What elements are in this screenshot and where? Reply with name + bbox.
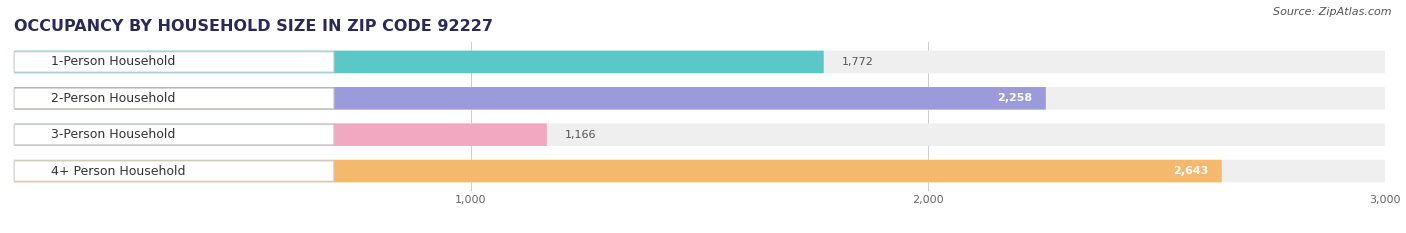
Text: 3-Person Household: 3-Person Household — [51, 128, 174, 141]
FancyBboxPatch shape — [14, 124, 335, 145]
FancyBboxPatch shape — [14, 88, 335, 109]
Text: 1,166: 1,166 — [565, 130, 596, 140]
Text: 4+ Person Household: 4+ Person Household — [51, 164, 186, 178]
Text: 2-Person Household: 2-Person Household — [51, 92, 174, 105]
FancyBboxPatch shape — [14, 161, 335, 181]
Text: 1-Person Household: 1-Person Household — [51, 55, 174, 69]
Text: 1,772: 1,772 — [842, 57, 875, 67]
Text: OCCUPANCY BY HOUSEHOLD SIZE IN ZIP CODE 92227: OCCUPANCY BY HOUSEHOLD SIZE IN ZIP CODE … — [14, 19, 494, 34]
Text: 2,258: 2,258 — [997, 93, 1032, 103]
FancyBboxPatch shape — [14, 87, 1385, 110]
FancyBboxPatch shape — [14, 51, 824, 73]
Text: 2,643: 2,643 — [1173, 166, 1208, 176]
FancyBboxPatch shape — [14, 160, 1222, 182]
FancyBboxPatch shape — [14, 51, 1385, 73]
Text: Source: ZipAtlas.com: Source: ZipAtlas.com — [1274, 7, 1392, 17]
FancyBboxPatch shape — [14, 160, 1385, 182]
FancyBboxPatch shape — [14, 123, 1385, 146]
FancyBboxPatch shape — [14, 52, 335, 72]
FancyBboxPatch shape — [14, 87, 1046, 110]
FancyBboxPatch shape — [14, 123, 547, 146]
